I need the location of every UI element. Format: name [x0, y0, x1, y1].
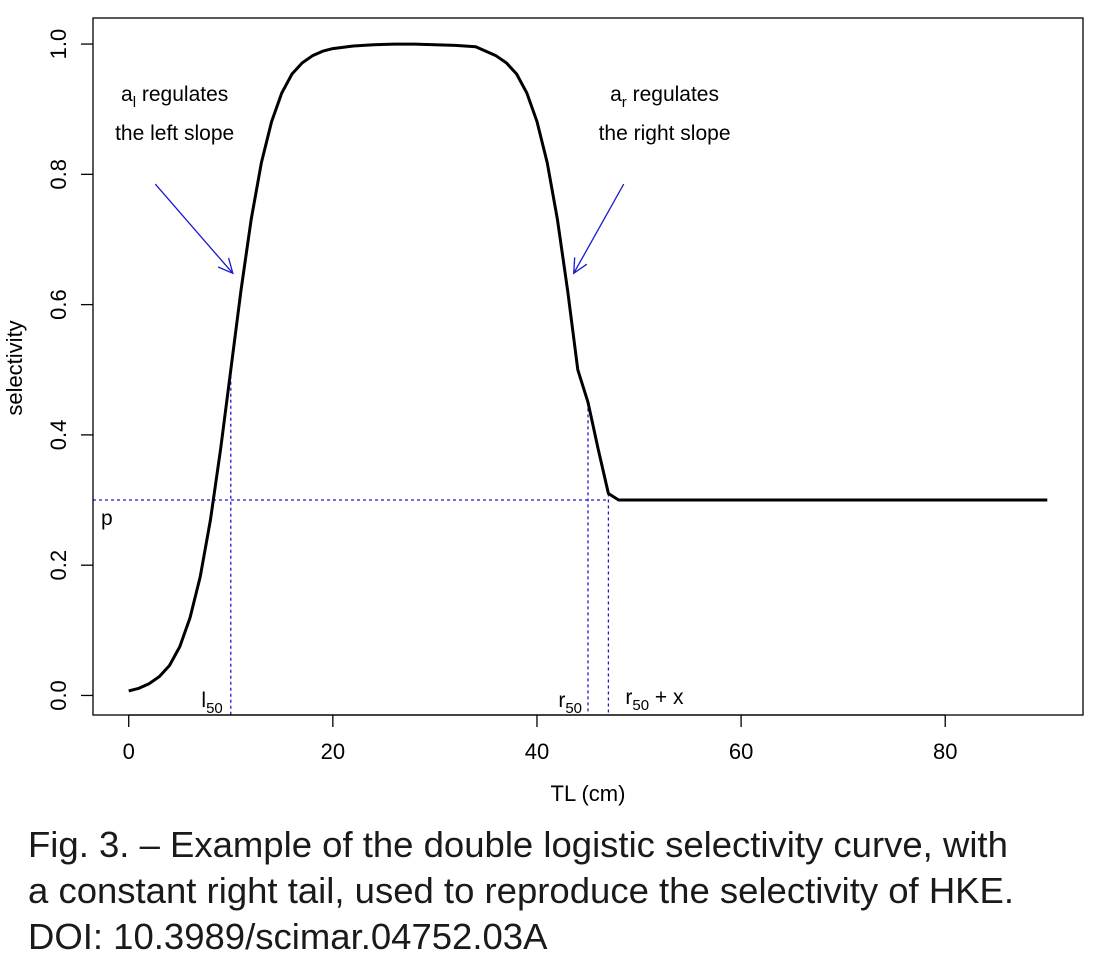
y-tick-label: 0.6: [46, 289, 71, 320]
y-tick-label: 1.0: [46, 29, 71, 60]
annotation-right-arrowhead: [572, 257, 588, 275]
p-label: p: [101, 507, 113, 530]
r50-plus-x-label: r50 + x: [625, 686, 684, 714]
y-tick-label: 0.0: [46, 680, 71, 711]
selectivity-chart: p l50 r50 r50 + x 0 20 40 60 80 0.0 0.2 0.4 0.6 0.8 1…: [2, 17, 1084, 806]
x-tick-label: 20: [321, 739, 345, 764]
plot-frame: [92, 17, 1084, 716]
caption-line-3: DOI: 10.3989/scimar.04752.03A: [28, 916, 548, 957]
annotation-right-arrow: [573, 183, 625, 274]
y-tick-label: 0.4: [46, 420, 71, 451]
y-tick-label: 0.2: [46, 550, 71, 581]
reference-lines: p l50 r50 r50 + x: [93, 369, 684, 717]
x-tick-label: 60: [729, 739, 753, 764]
annotation-right-line2: the right slope: [599, 122, 731, 145]
axes: 0 20 40 60 80 0.0 0.2 0.4 0.6 0.8 1.0: [46, 17, 1084, 764]
caption-line-1: Fig. 3. – Example of the double logistic…: [28, 824, 1008, 865]
annotation-left-arrowhead: [217, 257, 234, 275]
figure-caption: Fig. 3. – Example of the double logistic…: [28, 822, 1098, 960]
selectivity-curve-layer: [128, 42, 1048, 693]
x-axis-label: TL (cm): [551, 781, 626, 806]
y-tick-label: 0.8: [46, 159, 71, 190]
r50-label: r50: [558, 689, 582, 717]
annotation-left-arrow: [154, 183, 234, 274]
l50-label: l50: [201, 689, 222, 717]
caption-line-2: a constant right tail, used to reproduce…: [28, 870, 1015, 911]
annotation-left-line1: al regulates: [121, 83, 228, 111]
y-axis-label: selectivity: [2, 320, 27, 415]
selectivity-curve: [128, 42, 1048, 693]
annotations: al regulates the left slope ar regulates th…: [115, 83, 731, 275]
annotation-left-line2: the left slope: [115, 122, 234, 145]
x-tick-label: 0: [123, 739, 135, 764]
annotation-right-line1: ar regulates: [610, 83, 719, 111]
x-tick-label: 40: [525, 739, 549, 764]
x-tick-label: 80: [933, 739, 957, 764]
